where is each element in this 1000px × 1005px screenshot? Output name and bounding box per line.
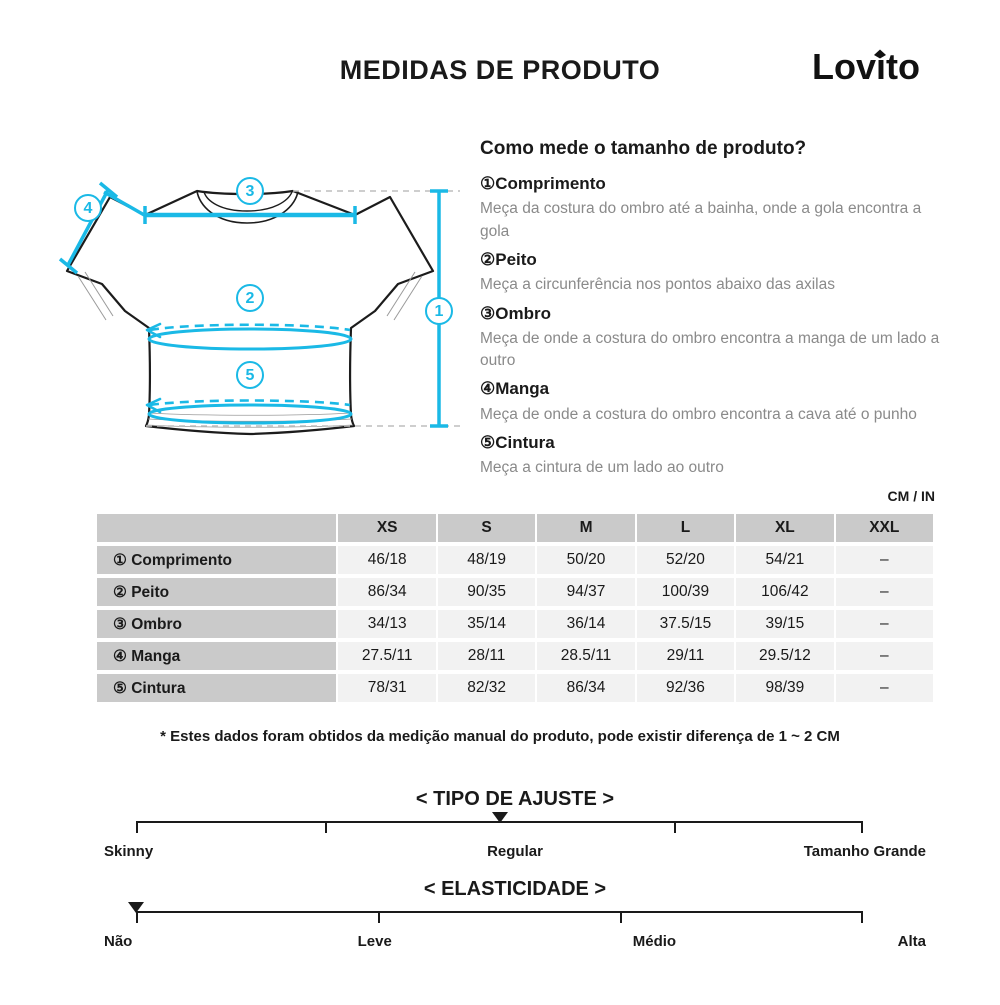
svg-text:2: 2 <box>246 290 255 307</box>
svg-text:1: 1 <box>435 303 444 320</box>
svg-text:5: 5 <box>246 367 255 384</box>
svg-text:3: 3 <box>246 183 255 200</box>
svg-text:4: 4 <box>84 200 93 217</box>
